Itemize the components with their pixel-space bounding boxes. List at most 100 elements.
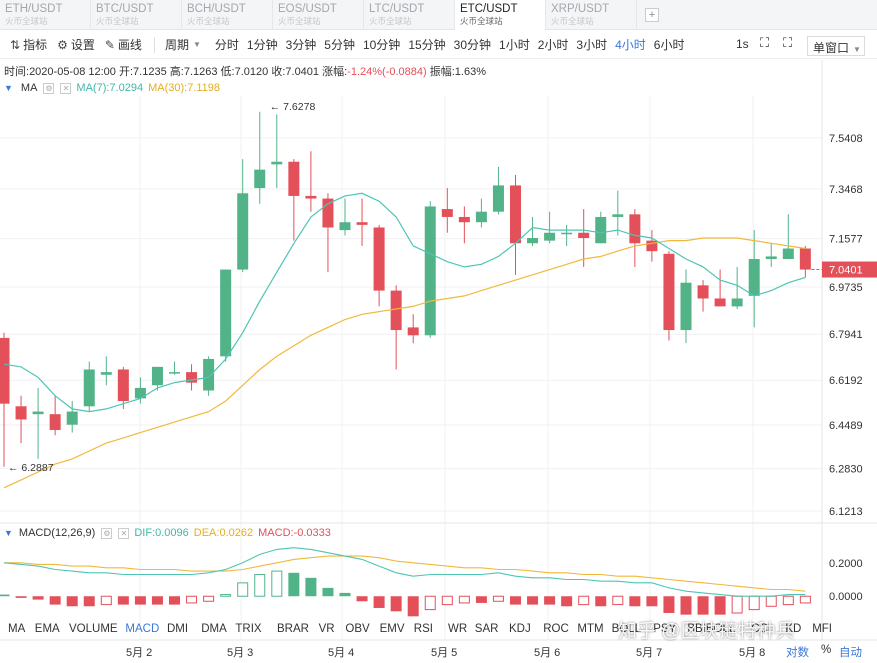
price-tick: 7.1577 [829,234,863,246]
indicator-label: 指标 [23,38,48,52]
macd-bar [169,596,180,605]
pair-tab-exchange: 火币全球站 [96,16,139,26]
dif-label: DIF: [134,527,156,539]
candle-body [117,369,129,402]
macd-value-legend: MACD:-0.0333 [258,527,331,539]
timeframe-5[interactable]: 15分钟 [408,38,446,52]
timeframe-7[interactable]: 1小时 [499,38,530,52]
macd-settings-icon[interactable]: ⚙ [101,527,113,539]
ma-settings-icon[interactable]: ⚙ [43,82,55,94]
indicator-tab-bbiboll[interactable]: BBIBOLL [687,623,736,635]
macd-bar [339,592,351,597]
macd-bar [15,596,27,598]
macd-bar [151,596,163,605]
percent-toggle[interactable]: % [821,644,832,656]
pair-tab-ltc-usdt[interactable]: LTC/USDT 火币全球站 [364,0,455,30]
pair-tab-label: LTC/USDT [369,3,425,15]
log-scale-toggle[interactable]: 对数 [786,647,809,659]
indicator-tab-emv[interactable]: EMV [379,623,405,635]
macd-bar [322,587,334,597]
candle-body [475,211,487,223]
macd-bar [765,595,777,607]
candle-body [169,372,180,374]
amplitude-label: 振幅: [429,66,455,78]
close-value: 7.0401 [285,66,320,78]
indicator-tab-ma[interactable]: MA [8,623,26,635]
indicator-tab-boll[interactable]: BOLL [611,623,642,635]
pair-tab-eth-usdt[interactable]: ETH/USDT 火币全球站 [0,0,91,30]
indicator-tab-dmi[interactable]: DMI [167,623,189,635]
indicator-tab-sar[interactable]: SAR [474,623,499,635]
collapse-icon[interactable]: ▼ [4,528,13,538]
indicator-tab-brar[interactable]: BRAR [277,623,309,635]
timeframe-4[interactable]: 10分钟 [362,38,401,52]
macd-close-icon[interactable]: ✕ [118,527,130,539]
settings-button[interactable]: ⚙ 设置 [57,36,95,53]
indicator-tab-wr[interactable]: WR [448,623,468,635]
indicator-tab-ema[interactable]: EMA [34,623,60,635]
indicator-tab-roc[interactable]: ROC [543,623,569,635]
draw-line-button[interactable]: ✎ 画线 [105,36,142,53]
indicator-tab-macd[interactable]: MACD [125,623,160,635]
indicator-tab-rsi[interactable]: RSI [413,623,433,635]
indicator-icon: ⇅ [10,37,21,52]
macd-bar [731,595,743,614]
indicator-tab-mtm[interactable]: MTM [577,623,604,635]
candle-body [237,193,249,270]
indicator-tab-volume[interactable]: VOLUME [69,623,118,635]
candle-body [49,414,61,430]
price-tick: 7.3468 [829,184,863,196]
ma-close-icon[interactable]: ✕ [60,82,72,94]
macd-bar [646,596,658,607]
pair-tab-xrp-usdt[interactable]: XRP/USDT 火币全球站 [546,0,637,30]
pair-tab-bch-usdt[interactable]: BCH/USDT 火币全球站 [182,0,273,30]
collapse-icon[interactable]: ▼ [4,83,13,93]
add-tab-button[interactable]: + [645,8,659,22]
timeframe-9[interactable]: 3小时 [576,38,608,52]
candle-body [748,259,760,296]
dea-value: 0.0262 [219,527,254,539]
timeframe-3[interactable]: 5分钟 [324,38,355,52]
macd-bar [203,595,215,602]
dea-legend: DEA:0.0262 [194,527,253,539]
indicator-tab-mfi[interactable]: MFI [812,623,832,635]
timeframe-8[interactable]: 2小时 [537,38,569,52]
period-dropdown[interactable]: 周期 ▼ [165,36,201,53]
exit-fullscreen-icon[interactable]: ⛶ [783,35,793,50]
timeframe-11[interactable]: 6小时 [653,38,685,52]
pair-tab-label: ETH/USDT [5,3,63,15]
candle-body [731,298,743,307]
fullscreen-icon[interactable]: ⛶ [760,35,770,50]
candle-body [186,372,198,383]
gear-icon: ⚙ [57,37,68,52]
timeframe-2[interactable]: 3分钟 [285,38,317,52]
auto-scale-toggle[interactable]: 自动 [839,647,862,659]
indicator-tab-dma[interactable]: DMA [201,623,227,635]
indicator-tab-kd[interactable]: KD [785,623,802,635]
indicator-tab-cci[interactable]: CCI [751,623,771,635]
pair-tab-eos-usdt[interactable]: EOS/USDT 火币全球站 [273,0,364,30]
indicator-tab-kdj[interactable]: KDJ [509,623,531,635]
pair-tab-btc-usdt[interactable]: BTC/USDT 火币全球站 [91,0,182,30]
speed-button[interactable]: 1s [736,37,749,51]
indicator-tab-vr[interactable]: VR [318,623,335,635]
single-window-dropdown[interactable]: 单窗口 ▼ [807,36,865,56]
indicator-tab-psy[interactable]: PSY [653,623,677,635]
timeframe-0[interactable]: 分时 [214,38,239,52]
pair-tab-etc-usdt[interactable]: ETC/USDT 火币全球站 [455,0,546,30]
candle-body [288,161,300,196]
candle-body [544,232,556,241]
date-axis: 5月 2 5月 3 5月 4 5月 5 5月 6 5月 7 5月 8 [0,642,877,663]
candle-body [220,269,232,357]
macd-bar [220,594,232,597]
timeframe-1[interactable]: 1分钟 [246,38,278,52]
indicator-tab-trix[interactable]: TRIX [235,623,262,635]
indicator-button[interactable]: ⇅ 指标 [10,36,47,53]
indicator-tab-obv[interactable]: OBV [345,623,370,635]
timeframe-6[interactable]: 30分钟 [453,38,492,52]
ma7-value: 7.0294 [109,82,144,94]
timeframe-10[interactable]: 4小时 [615,38,646,52]
macd-bar [66,596,78,607]
last-price-value: 7.0401 [829,265,863,277]
